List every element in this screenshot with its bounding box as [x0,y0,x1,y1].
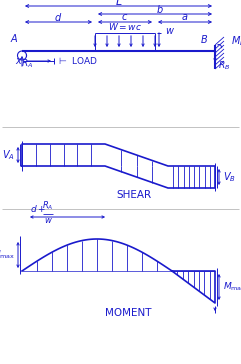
Text: $M_{\rm max}$: $M_{\rm max}$ [223,281,241,293]
Text: $R_A$: $R_A$ [21,58,33,70]
Text: $w$: $w$ [44,216,53,225]
Text: $\vdash$ LOAD: $\vdash$ LOAD [57,55,98,67]
Text: $V_B$: $V_B$ [223,170,236,184]
Text: SHEAR: SHEAR [116,190,151,200]
Text: $R_B$: $R_B$ [218,60,230,72]
Text: $M_{\rm max}$: $M_{\rm max}$ [0,249,15,261]
Text: $a$: $a$ [181,12,189,22]
Text: $B$: $B$ [200,33,208,45]
Text: MOMENT: MOMENT [105,308,152,318]
Text: $V_A$: $V_A$ [2,148,15,162]
Text: $b$: $b$ [156,3,164,15]
Text: $L$: $L$ [115,0,122,7]
Text: $M_B$: $M_B$ [231,34,241,48]
Text: $w$: $w$ [165,26,175,36]
Text: $W = wc$: $W = wc$ [108,20,142,32]
Text: $R_A$: $R_A$ [42,199,54,212]
Text: $c$: $c$ [121,12,129,22]
Text: $d$: $d$ [54,11,63,23]
Text: $x$: $x$ [15,56,23,66]
Text: $d +$: $d +$ [30,203,46,214]
Text: $A$: $A$ [11,32,19,44]
